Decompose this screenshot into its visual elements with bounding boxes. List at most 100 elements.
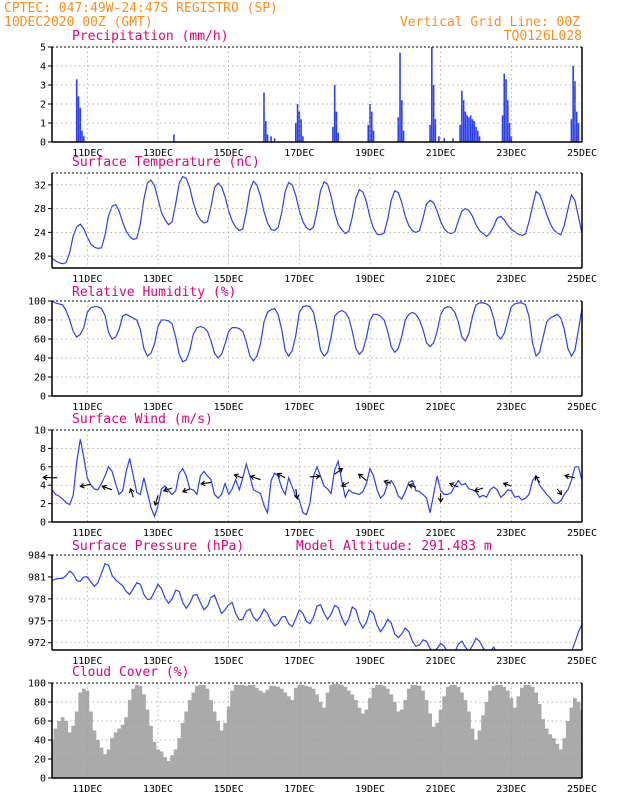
temp-y-tick-label: 20 <box>34 252 46 263</box>
precip-x-tick-label: 25DEC <box>567 148 597 159</box>
precip-bar <box>575 111 578 142</box>
temp-x-tick-label: 25DEC <box>567 274 597 285</box>
wind-y-tick-label: 8 <box>40 444 46 455</box>
precip-bar <box>332 126 334 142</box>
precip-bar <box>452 138 454 142</box>
precip-bar <box>263 92 265 142</box>
cloud-cover-bar <box>332 683 337 778</box>
cloud-cover-bar <box>134 684 139 778</box>
cloud-cover-bar <box>180 722 185 778</box>
temp-x-tick-label: 17DEC <box>284 274 314 285</box>
precip-bar <box>572 66 574 142</box>
wind-x-tick-label: 21DEC <box>426 528 456 539</box>
cloud-cover-bar <box>127 700 132 778</box>
wind-vector-arrow <box>182 488 191 493</box>
wind-vector-head <box>276 472 283 478</box>
precip-bar <box>501 115 504 142</box>
rh-data <box>52 301 582 363</box>
cloud-cover-bar <box>269 685 273 778</box>
cloud-cover-bar <box>353 700 358 778</box>
cloud-cover-bar <box>491 685 496 778</box>
wind-vector-arrow <box>154 495 159 506</box>
rh-x-tick-label: 25DEC <box>567 402 597 413</box>
wind-vector-head <box>181 487 188 494</box>
cloud-cover-bar <box>194 685 199 778</box>
cloud-cover-bar <box>64 721 69 778</box>
cloud-cover-bar <box>177 738 182 778</box>
cloud-cover-bar <box>244 685 249 778</box>
cloud-cover-bar <box>431 726 436 778</box>
precip-x-tick-label: 23DEC <box>496 148 526 159</box>
cloud-cover-bar <box>297 684 302 778</box>
precip-data <box>75 47 580 142</box>
cloud-cover-bar <box>103 754 107 778</box>
cloud-cover-bar <box>290 700 295 778</box>
cloud-cover-bar <box>562 738 567 778</box>
cloud-cover-bar <box>124 717 129 778</box>
precip-bar <box>503 73 506 142</box>
cloud-cover-bar <box>375 684 379 778</box>
cloud-cover-bar <box>74 711 79 778</box>
cloud-cover-bar <box>57 721 61 778</box>
precip-x-tick-label: 13DEC <box>143 148 173 159</box>
cloud-cover-bar <box>308 686 312 778</box>
pressure-x-tick-label: 13DEC <box>143 656 173 667</box>
wind-x-tick-label: 25DEC <box>567 528 597 539</box>
wind-data <box>52 439 582 519</box>
precip-bar <box>270 136 272 142</box>
wind-vector-arrow <box>534 475 541 483</box>
cloud-cover-bar <box>364 709 369 778</box>
pressure-series-line <box>52 563 582 650</box>
cloud-cover-bar <box>424 700 429 778</box>
cloud-cover-bar <box>212 711 217 778</box>
wind-vector-head <box>407 483 414 489</box>
wind-y-tick-label: 2 <box>40 499 46 510</box>
cloud-cover-bar <box>576 702 581 778</box>
wind-x-tick-label: 17DEC <box>284 528 314 539</box>
cloud-cover-bar <box>410 684 415 778</box>
cloud-x-tick-label: 17DEC <box>284 784 314 795</box>
precip-bar <box>83 136 85 142</box>
wind-vector-head <box>564 473 570 480</box>
cloud-cover-bar <box>484 702 489 778</box>
pressure-x-tick-label: 19DEC <box>355 656 385 667</box>
wind-vector-arrow <box>277 473 286 479</box>
cloud-cover-bar <box>569 707 574 778</box>
rh-y-tick-label: 0 <box>40 392 46 403</box>
cloud-cover-bar <box>530 686 535 778</box>
cloud-cover-bar <box>216 721 220 778</box>
wind-vector-head <box>315 473 321 480</box>
precip-bar <box>471 119 474 142</box>
wind-vector-arrow <box>80 483 91 487</box>
precip-bar <box>574 81 576 142</box>
cloud-cover-bar <box>516 696 521 778</box>
cloud-cover-bar <box>251 684 256 778</box>
wind-vector-head <box>437 497 444 503</box>
cloud-title: Cloud Cover (%) <box>72 665 189 680</box>
cloud-cover-bar <box>60 717 65 778</box>
wind-vector-arrow <box>295 488 298 499</box>
cloud-cover-bar <box>343 686 348 778</box>
rh-y-tick-label: 100 <box>28 297 46 308</box>
pressure-data <box>52 563 582 650</box>
cloud-cover-bar <box>378 684 383 778</box>
wind-vector-head <box>337 468 344 473</box>
temp-series-line <box>52 175 582 265</box>
cloud-cover-bar <box>421 690 425 778</box>
cloud-cover-bar <box>555 743 560 778</box>
pressure-y-tick-label: 981 <box>28 572 46 583</box>
cloud-cover-bar <box>520 687 524 778</box>
cloud-cover-bar <box>286 696 291 778</box>
cloud-cover-bar <box>477 730 482 778</box>
precip-bar <box>75 79 78 142</box>
rh-x-tick-label: 17DEC <box>284 402 314 413</box>
precip-bar <box>431 47 433 142</box>
cloud-cover-bar <box>336 683 341 778</box>
cloud-cover-bar <box>445 686 450 778</box>
precip-bar <box>508 123 511 142</box>
precip-title: Precipitation (mm/h) <box>72 29 229 44</box>
cloud-cover-bar <box>81 688 86 778</box>
cloud-cover-bar <box>205 688 210 778</box>
precip-x-tick-label: 21DEC <box>426 148 456 159</box>
wind-y-tick-label: 6 <box>40 462 46 473</box>
